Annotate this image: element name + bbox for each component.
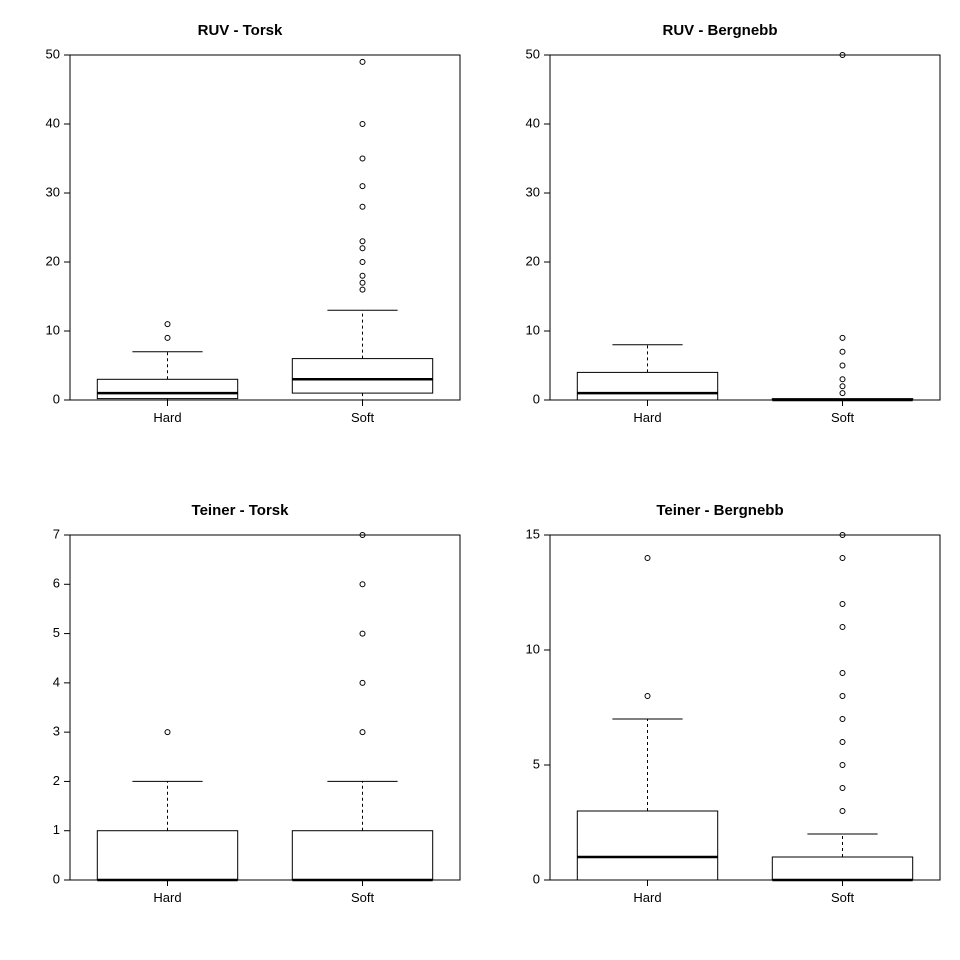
boxplot-svg: 0 10 20 30 40 50 Hard Soft bbox=[480, 0, 960, 480]
chart-grid: RUV - Torsk01020304050HardSoftRUV - Berg… bbox=[0, 0, 960, 960]
svg-text:Soft: Soft bbox=[351, 890, 375, 905]
svg-text:Soft: Soft bbox=[351, 410, 375, 425]
panel-title: RUV - Bergnebb bbox=[480, 22, 960, 39]
svg-text:2: 2 bbox=[53, 773, 60, 788]
svg-text:10: 10 bbox=[526, 322, 540, 337]
svg-text:Hard: Hard bbox=[633, 410, 661, 425]
svg-text:5: 5 bbox=[53, 625, 60, 640]
svg-text:20: 20 bbox=[526, 253, 540, 268]
panel-2: Teiner - Torsk 0 1 2 3 4 5 6 7 Hard Soft bbox=[0, 480, 480, 960]
svg-text:5: 5 bbox=[533, 756, 540, 771]
svg-text:30: 30 bbox=[526, 184, 540, 199]
svg-text:Soft: Soft bbox=[831, 890, 855, 905]
svg-text:Hard: Hard bbox=[153, 890, 181, 905]
svg-text:Hard: Hard bbox=[633, 890, 661, 905]
svg-text:4: 4 bbox=[53, 674, 60, 689]
svg-text:0: 0 bbox=[533, 871, 540, 886]
svg-text:1: 1 bbox=[53, 822, 60, 837]
svg-text:50: 50 bbox=[526, 46, 540, 61]
svg-text:6: 6 bbox=[53, 576, 60, 591]
boxplot-svg: 0 1 2 3 4 5 6 7 Hard Soft bbox=[0, 480, 480, 960]
svg-text:0: 0 bbox=[53, 391, 60, 406]
boxplot-svg: 0 10 20 30 40 50 Hard Soft bbox=[0, 0, 480, 480]
svg-text:0: 0 bbox=[53, 871, 60, 886]
svg-text:30: 30 bbox=[46, 184, 60, 199]
svg-text:Hard: Hard bbox=[153, 410, 181, 425]
svg-text:20: 20 bbox=[46, 253, 60, 268]
svg-text:40: 40 bbox=[46, 115, 60, 130]
panel-title: Teiner - Bergnebb bbox=[480, 502, 960, 519]
boxplot-svg: 0 5 10 15 Hard Soft bbox=[480, 480, 960, 960]
svg-text:15: 15 bbox=[526, 526, 540, 541]
panel-title: Teiner - Torsk bbox=[0, 502, 480, 519]
panel-1: RUV - Bergnebb 0 10 20 30 40 50 Hard Soft bbox=[480, 0, 960, 480]
svg-text:10: 10 bbox=[46, 322, 60, 337]
svg-text:3: 3 bbox=[53, 724, 60, 739]
panel-title: RUV - Torsk bbox=[0, 22, 480, 39]
panel-0: RUV - Torsk 0 10 20 30 40 50 Hard Soft bbox=[0, 0, 480, 480]
panel-3: Teiner - Bergnebb 0 5 10 15 Hard Soft bbox=[480, 480, 960, 960]
svg-text:0: 0 bbox=[533, 391, 540, 406]
svg-text:Soft: Soft bbox=[831, 410, 855, 425]
svg-text:7: 7 bbox=[53, 526, 60, 541]
svg-text:50: 50 bbox=[46, 46, 60, 61]
svg-text:10: 10 bbox=[526, 641, 540, 656]
svg-text:40: 40 bbox=[526, 115, 540, 130]
